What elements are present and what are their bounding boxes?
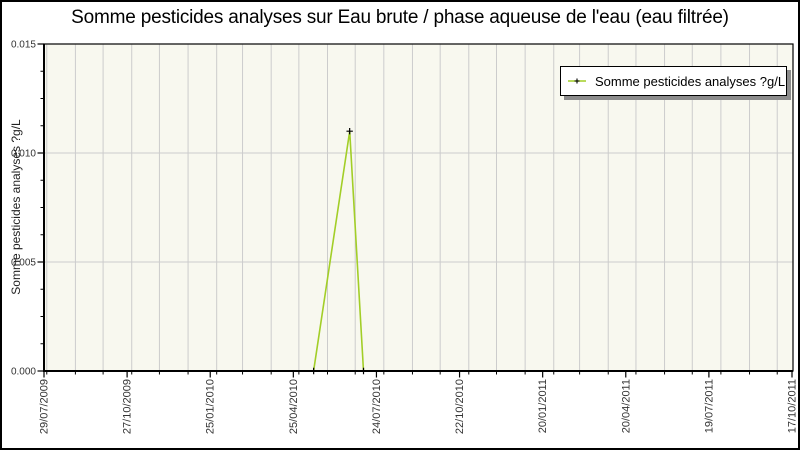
x-tick-label: 17/10/2011 bbox=[787, 379, 799, 433]
legend-box: Somme pesticides analyses ?g/L bbox=[560, 66, 787, 96]
data-point-marker bbox=[346, 128, 353, 135]
y-tick-labels: 0.000 0.005 0.010 0.015 bbox=[11, 40, 36, 378]
y-axis-title: Somme pesticides analyses ?g/L bbox=[9, 119, 23, 295]
plot-area-bg bbox=[44, 44, 793, 371]
x-tick-label: 29/07/2009 bbox=[39, 379, 51, 434]
gridlines-vertical bbox=[46, 44, 778, 371]
y-tick-label: 0.015 bbox=[11, 40, 36, 51]
x-tick-label: 25/04/2010 bbox=[288, 379, 300, 434]
x-tick-label: 25/01/2010 bbox=[205, 379, 217, 434]
x-tick-label: 22/10/2010 bbox=[454, 379, 466, 434]
chart-title: Somme pesticides analyses sur Eau brute … bbox=[71, 7, 729, 28]
legend-marker-plus bbox=[574, 78, 580, 84]
x-tick-label: 20/04/2011 bbox=[620, 379, 632, 433]
plot-border bbox=[43, 43, 794, 372]
x-tick-label: 19/07/2011 bbox=[703, 379, 715, 433]
x-tick-label: 27/10/2009 bbox=[122, 379, 134, 434]
legend-label: Somme pesticides analyses ?g/L bbox=[595, 73, 786, 89]
y-tick-label: 0.010 bbox=[11, 149, 36, 160]
y-tick-label: 0.000 bbox=[11, 367, 36, 378]
plot-background bbox=[44, 44, 793, 371]
gridlines-horizontal bbox=[44, 152, 793, 263]
x-tick-label: 20/01/2011 bbox=[537, 379, 549, 433]
legend-marker-icon bbox=[568, 78, 586, 84]
y-tick-label: 0.005 bbox=[11, 258, 36, 269]
x-tick-label: 24/07/2010 bbox=[371, 379, 383, 434]
x-tick-labels: 29/07/2009 27/10/2009 25/01/2010 25/04/2010… bbox=[39, 379, 799, 434]
